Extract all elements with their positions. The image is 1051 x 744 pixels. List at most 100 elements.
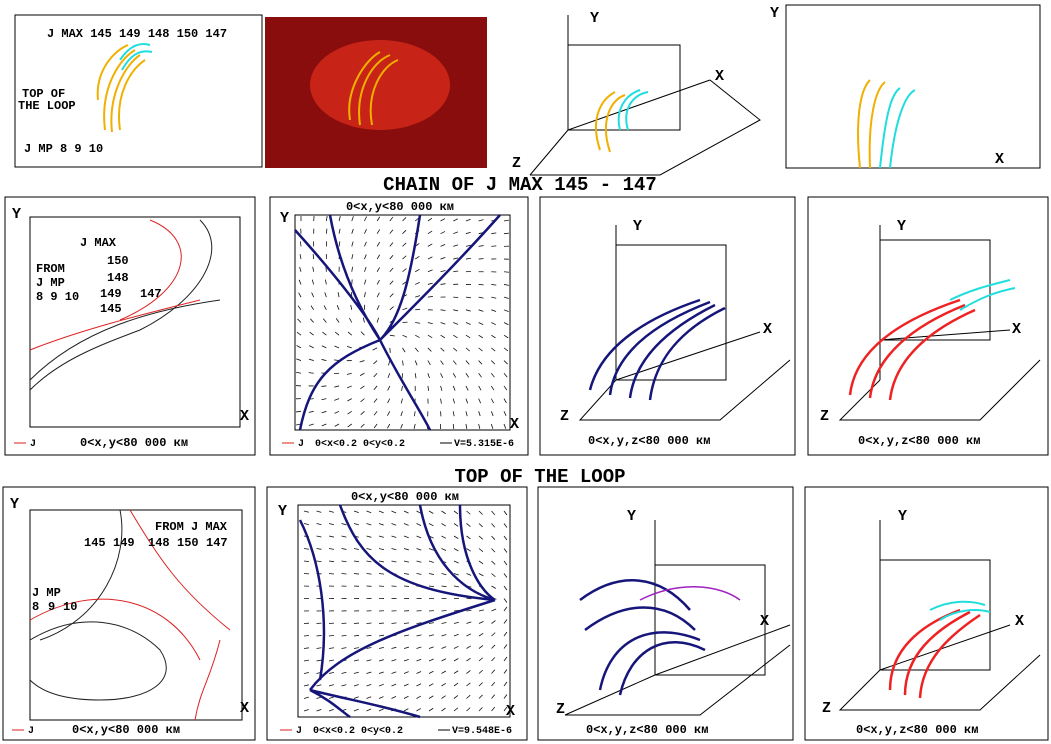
vector-arrow bbox=[415, 282, 420, 285]
vector-arrow bbox=[351, 266, 354, 272]
vector-arrow bbox=[296, 371, 302, 374]
vector-arrow bbox=[353, 671, 359, 674]
axis-label: Y bbox=[12, 206, 21, 223]
vector-arrow bbox=[478, 621, 484, 624]
vector-arrow bbox=[353, 523, 359, 526]
vector-arrow bbox=[478, 510, 483, 515]
vector-arrow bbox=[416, 634, 422, 637]
axis-label: X bbox=[240, 700, 249, 717]
vector-arrow bbox=[465, 322, 471, 325]
vector-arrow bbox=[346, 345, 352, 349]
vector-arrow bbox=[303, 510, 309, 513]
vector-arrow bbox=[303, 647, 310, 649]
vector-arrow bbox=[403, 535, 409, 539]
label: 150 bbox=[107, 254, 129, 268]
vector-arrow bbox=[465, 398, 469, 404]
vector-arrow bbox=[311, 292, 315, 298]
label: 9 bbox=[48, 600, 55, 614]
vector-arrow bbox=[303, 709, 309, 712]
vector-arrow bbox=[402, 334, 408, 338]
vector-arrow bbox=[465, 218, 471, 222]
vector-arrow bbox=[297, 305, 302, 311]
vector-arrow bbox=[387, 411, 391, 416]
vector-arrow bbox=[378, 535, 384, 538]
vector-arrow bbox=[366, 535, 372, 538]
vector-arrow bbox=[389, 254, 394, 260]
vector-arrow bbox=[400, 398, 403, 404]
vector-arrow bbox=[353, 659, 359, 662]
panel-frame bbox=[269, 196, 529, 456]
vector-arrow bbox=[453, 658, 459, 662]
vector-arrow bbox=[440, 373, 444, 378]
vector-arrow bbox=[453, 548, 459, 552]
vector-arrow bbox=[416, 510, 422, 514]
vector-arrow bbox=[346, 372, 352, 375]
vector-arrow bbox=[378, 708, 384, 712]
axis-label: Z bbox=[822, 700, 831, 717]
vector-arrow bbox=[491, 585, 497, 589]
vector-arrow bbox=[341, 647, 347, 649]
vector-arrow bbox=[303, 523, 309, 525]
vector-arrow bbox=[415, 308, 421, 311]
vector-arrow bbox=[316, 647, 322, 649]
caption: 0<x,y,z<80 000 км bbox=[586, 723, 708, 737]
vector-arrow bbox=[353, 708, 359, 712]
vector-arrow bbox=[453, 510, 459, 515]
vector-arrow bbox=[341, 671, 347, 674]
vector-arrow bbox=[416, 523, 422, 526]
loops bbox=[348, 51, 399, 126]
vector-arrow bbox=[353, 510, 359, 513]
vector-arrow bbox=[334, 398, 340, 401]
vector-arrow bbox=[325, 215, 328, 222]
vector-arrow bbox=[341, 684, 347, 687]
axis-label: Z bbox=[556, 701, 565, 718]
vector-arrow bbox=[389, 267, 394, 273]
vector-arrow bbox=[403, 548, 409, 551]
vector-arrow bbox=[373, 360, 378, 365]
vector-arrow bbox=[402, 242, 407, 247]
vector-arrow bbox=[503, 694, 508, 699]
vector-arrow bbox=[441, 510, 446, 515]
axis-label: X bbox=[1015, 613, 1024, 630]
vector-arrow bbox=[478, 385, 482, 391]
vector-arrow bbox=[490, 411, 494, 417]
vector-arrow bbox=[428, 670, 434, 674]
vector-arrow bbox=[491, 681, 496, 687]
label: J MAX 145 149 148 150 147 bbox=[47, 27, 227, 41]
vector-arrow bbox=[391, 622, 397, 624]
vector-arrow bbox=[441, 535, 447, 539]
contour bbox=[29, 509, 167, 701]
vector-arrow bbox=[478, 609, 484, 612]
vector-arrow bbox=[391, 523, 397, 526]
vector-arrow bbox=[491, 608, 497, 612]
vector-arrow bbox=[478, 347, 483, 352]
caption: 0<x,y,z<80 000 км bbox=[856, 723, 978, 737]
vector-arrow bbox=[414, 347, 419, 352]
vector-arrow bbox=[403, 560, 409, 563]
vector-arrow bbox=[321, 410, 327, 414]
vector-arrow bbox=[347, 410, 352, 415]
vector-arrow bbox=[478, 373, 482, 378]
vector-arrow bbox=[364, 254, 367, 260]
vector-arrow bbox=[466, 657, 471, 662]
vector-arrow bbox=[466, 523, 471, 527]
vector-arrow bbox=[403, 646, 409, 649]
vector-arrow bbox=[328, 535, 334, 538]
vector-arrow bbox=[376, 254, 381, 260]
caption: 0<x,y<80 000 км bbox=[346, 200, 454, 214]
vector-arrow bbox=[321, 398, 327, 401]
vector-arrow bbox=[413, 423, 416, 429]
vector-arrow bbox=[466, 645, 471, 649]
vector-arrow bbox=[391, 548, 397, 551]
vector-arrow bbox=[453, 270, 459, 273]
label: 8 9 10 bbox=[36, 290, 79, 304]
vector-arrow bbox=[491, 620, 496, 624]
label: J MAX bbox=[80, 236, 117, 250]
vector-arrow bbox=[303, 659, 309, 662]
vector-arrow bbox=[328, 523, 334, 526]
glow bbox=[310, 40, 450, 130]
label: 147 bbox=[206, 536, 228, 550]
vector-arrow bbox=[310, 305, 315, 311]
vector-arrow bbox=[503, 644, 508, 649]
